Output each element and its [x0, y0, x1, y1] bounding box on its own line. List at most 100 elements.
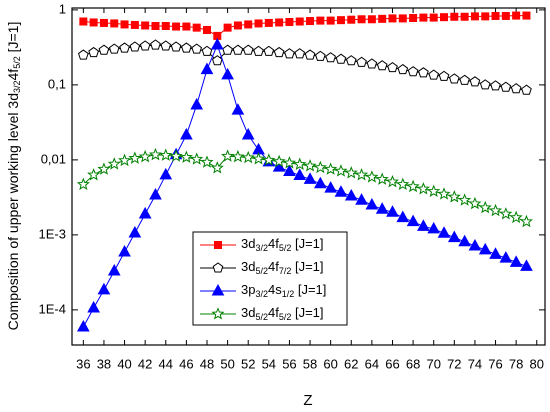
marker: [210, 161, 224, 174]
marker: [521, 84, 532, 95]
marker: [500, 81, 512, 92]
marker: [200, 155, 214, 168]
marker: [149, 187, 162, 200]
marker: [406, 214, 420, 227]
marker: [284, 48, 295, 59]
marker: [458, 193, 472, 206]
series-line: [83, 15, 527, 37]
marker: [87, 168, 101, 181]
y-tick-label: 1E-3: [39, 226, 66, 241]
marker: [375, 172, 389, 185]
marker: [88, 46, 99, 58]
marker: [355, 168, 369, 181]
marker: [345, 55, 357, 66]
marker: [365, 170, 379, 183]
marker: [151, 21, 160, 30]
marker: [450, 12, 459, 21]
marker: [170, 41, 182, 52]
marker: [407, 66, 419, 77]
marker: [427, 221, 441, 234]
marker: [190, 152, 204, 165]
marker: [201, 45, 213, 56]
marker: [509, 210, 523, 224]
marker: [191, 43, 203, 54]
x-tick-label: 76: [488, 356, 502, 371]
marker: [241, 127, 255, 140]
marker: [182, 22, 191, 31]
marker: [128, 151, 142, 164]
marker: [481, 12, 490, 21]
x-tick-label: 48: [200, 356, 214, 371]
marker: [283, 164, 296, 176]
x-tick-label: 64: [365, 356, 379, 371]
marker: [397, 63, 409, 75]
marker: [437, 226, 451, 238]
marker: [221, 67, 234, 80]
marker: [231, 149, 245, 163]
marker: [366, 58, 378, 69]
marker: [130, 20, 139, 29]
marker: [512, 11, 521, 20]
marker: [107, 263, 121, 276]
marker: [160, 40, 172, 51]
marker: [202, 25, 211, 34]
marker: [519, 214, 533, 228]
marker: [314, 176, 327, 189]
marker: [213, 31, 222, 40]
marker: [303, 172, 317, 184]
marker: [169, 149, 183, 162]
marker: [211, 283, 225, 296]
marker: [192, 23, 201, 32]
marker: [172, 22, 181, 31]
marker: [468, 196, 482, 210]
marker: [409, 13, 418, 22]
marker: [418, 67, 429, 78]
x-tick-label: 42: [138, 356, 152, 371]
marker: [344, 166, 358, 179]
marker: [440, 13, 449, 22]
x-tick-label: 40: [117, 356, 131, 371]
x-tick-label: 58: [303, 356, 317, 371]
x-tick-label: 46: [179, 356, 193, 371]
marker: [479, 79, 491, 90]
marker: [396, 210, 410, 223]
marker: [210, 37, 224, 50]
x-tick-label: 44: [159, 356, 173, 371]
x-tick-label: 38: [97, 356, 111, 371]
marker: [77, 49, 89, 60]
marker: [490, 80, 501, 91]
marker: [313, 160, 327, 174]
x-tick-label: 74: [468, 356, 482, 371]
marker: [419, 13, 428, 22]
marker: [275, 18, 284, 27]
marker: [357, 15, 366, 24]
marker: [428, 69, 440, 80]
x-tick-label: 66: [385, 356, 399, 371]
marker: [232, 44, 244, 55]
marker: [365, 197, 379, 210]
marker: [87, 300, 100, 313]
marker: [233, 21, 242, 30]
legend-label: 3d5/24f5/2 [J=1]: [241, 305, 324, 322]
legend-label: 3p3/24s1/2 [J=1]: [241, 282, 326, 299]
marker: [251, 152, 266, 165]
marker: [469, 76, 481, 87]
marker: [355, 193, 368, 205]
marker: [179, 150, 193, 163]
marker: [468, 238, 482, 251]
x-tick-label: 50: [220, 356, 234, 371]
marker: [316, 16, 325, 25]
marker: [242, 44, 254, 55]
marker: [221, 149, 235, 162]
marker: [356, 56, 367, 67]
marker: [458, 234, 471, 247]
marker: [520, 259, 533, 271]
marker: [98, 44, 110, 55]
marker: [254, 19, 263, 28]
marker: [190, 97, 204, 110]
legend-label: 3d5/24f7/2 [J=1]: [241, 259, 324, 276]
marker: [294, 48, 306, 59]
marker: [128, 225, 142, 238]
marker: [378, 14, 387, 23]
marker: [293, 168, 307, 180]
